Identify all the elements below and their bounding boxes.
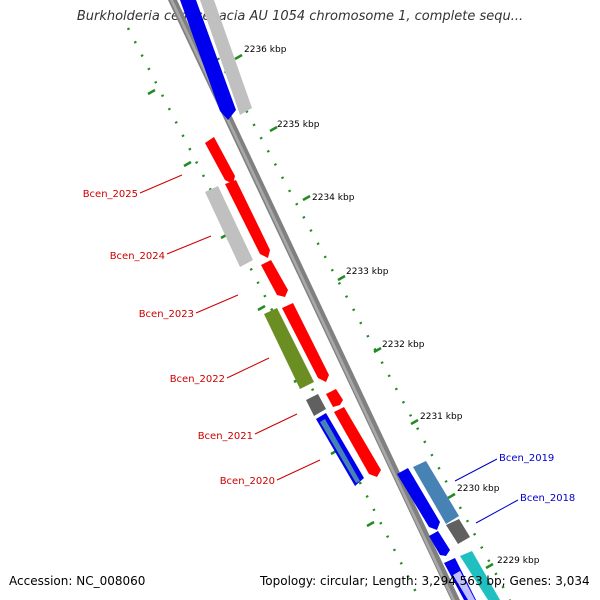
ruler-tick xyxy=(447,492,456,500)
gene-leader-lines xyxy=(139,174,519,524)
ruler-tick xyxy=(302,194,311,202)
ruler-tick xyxy=(410,418,419,426)
forward-genes xyxy=(205,137,381,486)
ruler-tick xyxy=(183,160,192,168)
gene-feature xyxy=(326,389,343,407)
leader-line xyxy=(475,499,519,524)
gene-label: Bcen_2019 xyxy=(499,453,554,464)
leader-line xyxy=(166,235,212,255)
inner-ruler-line xyxy=(216,57,512,600)
leader-line xyxy=(454,458,498,482)
gene-label: Bcen_2023 xyxy=(139,309,194,320)
gene-feature xyxy=(205,186,253,267)
ruler-tick xyxy=(147,88,156,96)
gene-feature xyxy=(334,407,381,477)
gene-label: Bcen_2025 xyxy=(83,189,138,200)
gene-feature xyxy=(413,461,459,524)
ruler-label: 2229 kbp xyxy=(497,556,540,566)
gene-feature xyxy=(429,531,450,556)
ruler-label: 2235 kbp xyxy=(277,120,320,130)
ruler-labels: 2236 kbp 2235 kbp 2234 kbp 2233 kbp 2232… xyxy=(244,45,540,566)
gene-feature xyxy=(200,0,252,115)
ruler-label: 2233 kbp xyxy=(346,267,389,277)
ruler-label: 2230 kbp xyxy=(457,484,500,494)
ruler-tick xyxy=(269,125,278,133)
gene-feature xyxy=(225,180,270,258)
gene-labels: Bcen_2025 Bcen_2024 Bcen_2023 Bcen_2022 … xyxy=(83,189,576,504)
gene-feature xyxy=(397,468,440,530)
reverse-genes xyxy=(397,461,500,600)
ruler-label: 2231 kbp xyxy=(420,412,463,422)
accession-text: Accession: NC_008060 xyxy=(9,574,146,588)
ruler-tick xyxy=(366,520,375,528)
gene-feature xyxy=(261,260,288,297)
ruler-tick xyxy=(257,304,266,312)
gene-feature xyxy=(446,519,470,544)
gene-feature xyxy=(460,551,500,600)
gene-label: Bcen_2020 xyxy=(220,476,275,487)
ruler-label: 2234 kbp xyxy=(312,193,355,203)
gene-feature xyxy=(180,0,236,120)
ruler-tick xyxy=(485,562,494,570)
chromosome-backbone-highlight xyxy=(170,0,455,600)
gene-feature xyxy=(282,303,329,382)
ruler-label: 2236 kbp xyxy=(244,45,287,55)
gene-feature xyxy=(264,308,314,389)
ruler-tick xyxy=(234,53,243,61)
leader-line xyxy=(276,459,321,481)
gene-label: Bcen_2018 xyxy=(520,493,575,504)
gene-feature xyxy=(320,419,360,483)
gene-label: Bcen_2024 xyxy=(110,251,165,262)
leader-line xyxy=(139,174,183,194)
leader-line xyxy=(195,294,239,314)
ruler-tick xyxy=(373,346,382,354)
ruler-label: 2232 kbp xyxy=(382,340,425,350)
gene-feature xyxy=(205,137,235,184)
leader-line xyxy=(226,357,270,379)
genome-summary-text: Topology: circular; Length: 3,294,563 bp… xyxy=(260,574,590,588)
gene-feature xyxy=(453,571,475,600)
ruler-tick xyxy=(337,274,346,282)
leader-line xyxy=(254,413,298,435)
gene-label: Bcen_2021 xyxy=(198,431,253,442)
gene-feature xyxy=(306,394,326,416)
top-genes xyxy=(180,0,252,120)
gene-label: Bcen_2022 xyxy=(170,374,225,385)
